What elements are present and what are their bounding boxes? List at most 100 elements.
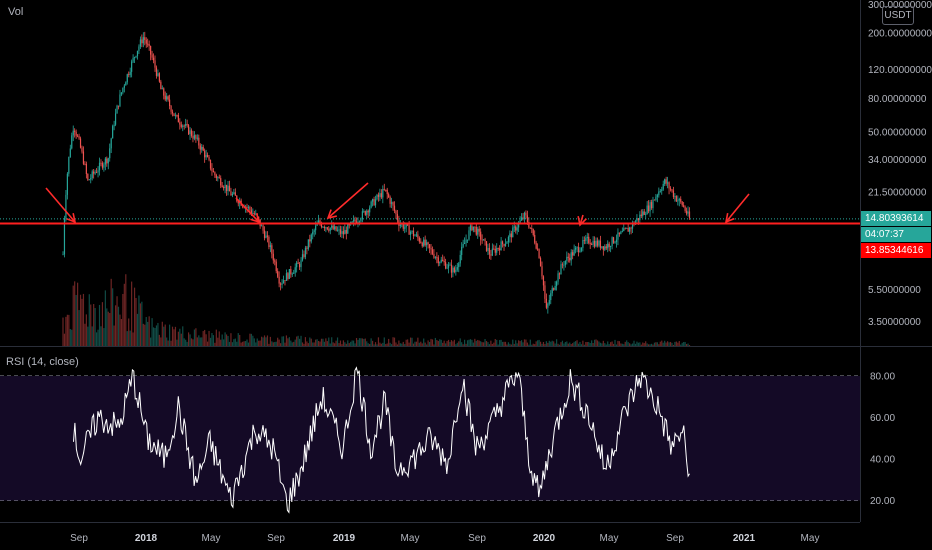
volume-bar (426, 344, 428, 346)
candle-body (246, 206, 248, 208)
candle-body (223, 187, 225, 189)
volume-bar (680, 344, 682, 346)
last-price-badge: 14.80393614 (861, 210, 931, 226)
candle-body (678, 198, 680, 201)
candle-body (577, 247, 580, 253)
rsi-tick-label: 20.00 (870, 496, 895, 507)
volume-bar (300, 335, 302, 346)
volume-bars (62, 274, 691, 346)
candle-body (339, 229, 342, 234)
volume-bar (658, 344, 660, 346)
candle-body (567, 256, 569, 258)
volume-bar (250, 333, 252, 346)
volume-bar (544, 344, 546, 346)
time-tick-label: 2020 (533, 533, 556, 544)
volume-bar (393, 337, 396, 346)
volume-bar (87, 326, 89, 346)
candle-body (528, 222, 530, 228)
volume-bar (377, 337, 380, 346)
volume-bar (482, 342, 485, 346)
volume-bar (574, 341, 577, 346)
volume-bar (357, 339, 359, 346)
volume-bar (220, 339, 222, 346)
rsi-tick-label: 80.00 (870, 372, 895, 383)
volume-bar (344, 342, 346, 346)
candle-body (167, 96, 169, 100)
volume-bar (607, 341, 609, 346)
candle-body (234, 192, 236, 196)
volume-bar (415, 341, 418, 346)
candle-body (468, 230, 470, 240)
candle-body (618, 232, 621, 234)
volume-bar (69, 329, 71, 346)
candle-body (529, 227, 531, 229)
candle-body (513, 226, 515, 228)
candle-body (453, 267, 455, 273)
candle-body (471, 225, 473, 231)
candle-body (447, 264, 450, 268)
candle-body (497, 248, 499, 249)
volume-bar (231, 342, 234, 346)
candle-body (307, 239, 309, 249)
candle-body (640, 214, 642, 216)
candle-body (287, 273, 289, 279)
price-tick-label: 80.00000000 (868, 94, 927, 105)
volume-bar (408, 342, 410, 346)
candle-body (579, 250, 581, 253)
candle-body (187, 125, 190, 135)
volume-bar (672, 344, 675, 346)
candle-body (652, 199, 654, 209)
volume-bar (278, 339, 280, 346)
candle-body (196, 137, 198, 139)
candle-body (490, 254, 492, 256)
candle-body (525, 212, 527, 216)
volume-bar (358, 338, 361, 346)
volume-bar (196, 337, 198, 346)
candle-body (185, 124, 187, 126)
candle-body (380, 193, 382, 198)
volume-bar (634, 343, 637, 346)
volume-bar (648, 344, 650, 346)
volume-bar (319, 341, 321, 346)
chart-axes: 300.00000000 200.00000000 120.00000000 80.0… (70, 0, 932, 544)
volume-bar (329, 343, 331, 346)
volume-bar (277, 337, 279, 346)
candle-body (573, 249, 575, 256)
volume-bar (201, 337, 203, 346)
volume-bar (242, 341, 244, 346)
volume-bar (480, 341, 482, 346)
volume-bar (370, 338, 372, 346)
candle-body (385, 189, 387, 191)
candle-body (493, 248, 495, 250)
volume-bar (645, 341, 647, 346)
volume-bar (503, 341, 505, 346)
volume-bar (131, 281, 133, 346)
candle-body (591, 244, 593, 245)
candle-body (233, 192, 235, 194)
volume-bar (510, 344, 512, 346)
volume-bar (133, 287, 136, 346)
volume-bar (382, 342, 384, 346)
volume-bar (363, 338, 365, 346)
volume-bar (139, 303, 141, 346)
volume-bar (269, 336, 271, 346)
candle-body (516, 227, 518, 231)
volume-bar (652, 344, 654, 346)
volume-bar (541, 343, 543, 346)
volume-bar (74, 281, 76, 346)
volume-bar (316, 339, 318, 346)
volume-bar (351, 340, 353, 346)
volume-bar (171, 326, 174, 346)
volume-bar (380, 343, 382, 346)
candle-body (383, 188, 385, 190)
candle-body (141, 39, 143, 44)
candle-body (202, 146, 204, 151)
volume-bar (93, 304, 95, 346)
candle-body (531, 228, 533, 229)
volume-bar (135, 298, 137, 346)
currency-button[interactable]: USDT (882, 6, 914, 25)
volume-bar (409, 337, 412, 346)
candle-body (310, 234, 312, 242)
candle-body (342, 231, 344, 235)
